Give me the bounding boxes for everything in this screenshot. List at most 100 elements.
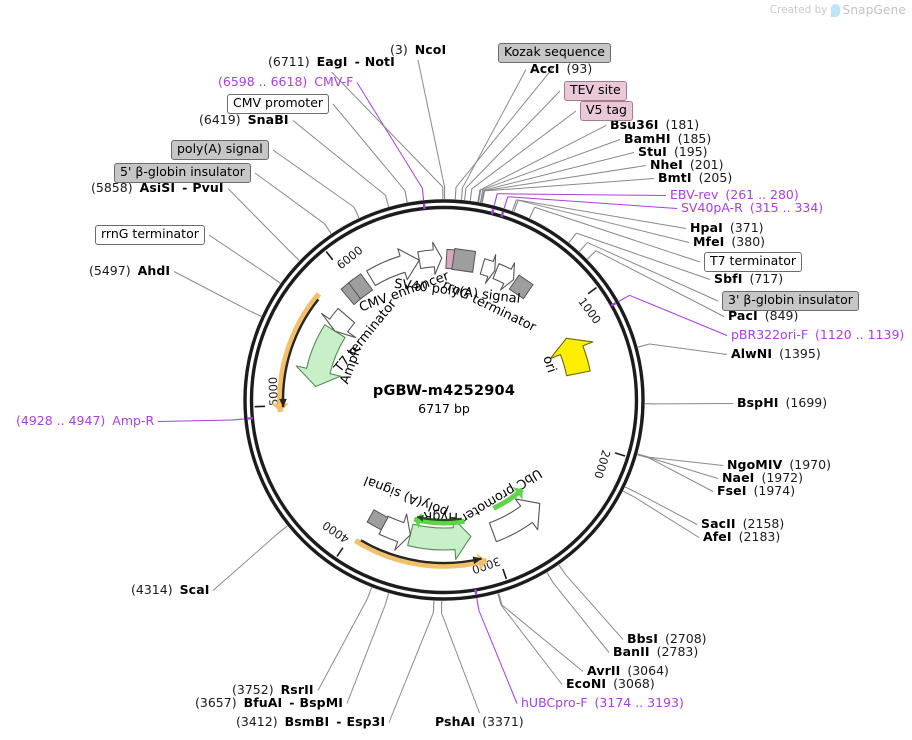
leader-line xyxy=(565,574,624,640)
enzyme-name: AhdI xyxy=(137,263,171,278)
leader-line xyxy=(484,178,655,192)
enzyme-name: BbsI xyxy=(627,631,658,646)
site-position: (1395) xyxy=(779,346,821,361)
restriction-site-label-snabi: (6419) SnaBI xyxy=(199,113,289,127)
transcript-arrowhead xyxy=(512,487,523,500)
restriction-site-label-bamhi: BamHI (185) xyxy=(624,131,711,146)
leader-line xyxy=(576,232,711,280)
site-tick xyxy=(384,195,390,207)
leader-line xyxy=(552,582,610,653)
site-tick xyxy=(529,207,536,219)
primer-range: (315 .. 334) xyxy=(749,200,824,215)
snapgene-logo-icon xyxy=(830,3,840,17)
restriction-site-label-acci: AccI (93) xyxy=(530,61,592,76)
feature-box-tev-site: TEV site xyxy=(564,81,627,101)
enzyme-name: BspHI xyxy=(737,395,779,410)
leader-line xyxy=(272,149,355,208)
transcript-arrowhead xyxy=(417,514,424,522)
ruler-tick-label: 2000 xyxy=(591,448,613,480)
primer-label-sv40pa-r: SV40pA-R (315 .. 334) xyxy=(681,200,824,215)
plasmid-name: pGBW-m4252904 xyxy=(372,383,516,399)
feature-box-5-beta-globin-insulator: 5' β-globin insulator xyxy=(114,163,251,183)
enzyme-name: AsiSI xyxy=(139,180,176,195)
restriction-site-label-eagi: (6711) EagI - NotI xyxy=(268,54,395,69)
transcript-arc xyxy=(277,292,322,413)
leader-line xyxy=(157,419,232,422)
site-tick xyxy=(277,525,288,534)
restriction-site-label-avrii: AvrII (3064) xyxy=(587,663,669,678)
leader-line xyxy=(462,69,527,189)
enzyme-name: FseI xyxy=(717,483,747,498)
feature-arrow xyxy=(366,248,420,287)
leader-line xyxy=(480,139,621,191)
site-position: (195) xyxy=(673,144,708,159)
enzyme-name: BamHI xyxy=(624,131,671,146)
leader-line xyxy=(649,343,728,355)
leader-line xyxy=(483,165,647,192)
enzyme-name: MfeI xyxy=(693,234,725,249)
primer-marks xyxy=(247,203,617,595)
site-position: (1972) xyxy=(761,470,804,485)
restriction-site-label-bmti: BmtI (205) xyxy=(658,170,732,185)
restriction-site-label-paci: PacI (849) xyxy=(728,309,798,323)
enzyme-name: AccI xyxy=(530,61,560,76)
leader-line xyxy=(465,90,561,189)
primer-range: (1120 .. 1139) xyxy=(815,327,905,342)
leader-line xyxy=(516,199,687,229)
primer-range: (6598 .. 6618) xyxy=(218,74,308,89)
ruler-tick xyxy=(587,286,597,295)
leader-line xyxy=(254,172,325,225)
plasmid-backbone xyxy=(243,199,645,601)
restriction-site-label-bfuai: (3657) BfuAI - BspMI xyxy=(195,695,343,710)
site-position: (3412) xyxy=(236,714,278,729)
feature-box-t7-terminator-right: T7 terminator xyxy=(704,252,802,272)
leader-line xyxy=(501,604,584,672)
primer-name: hUBCpro-F xyxy=(521,695,588,710)
leader-line xyxy=(534,206,701,263)
ruler-tick-label: 6000 xyxy=(334,243,366,272)
restriction-site-label-ngomiv: NgoMIV (1970) xyxy=(727,458,831,472)
primer-label-amp-r: (4928 .. 4947) Amp-R xyxy=(16,413,154,428)
primer-label-hubcpro-f: hUBCpro-F (3174 .. 3193) xyxy=(521,695,684,710)
primer-label-pbr322ori-f: pBR322ori-F (1120 .. 1139) xyxy=(731,327,905,342)
leader-line xyxy=(587,242,719,302)
feature-arrow xyxy=(479,254,497,284)
site-position: (5858) xyxy=(91,180,133,195)
site-tick xyxy=(511,199,517,212)
feature-box-3-beta-globin-insulator: 3' β-globin insulator xyxy=(722,291,859,311)
site-tick xyxy=(481,190,486,203)
site-position: (2183) xyxy=(738,529,781,544)
leader-line xyxy=(388,612,434,723)
enzyme-name: BmtI xyxy=(658,170,692,185)
site-position: (2708) xyxy=(664,631,707,646)
site-tick xyxy=(353,206,360,219)
leader-line xyxy=(500,604,563,685)
enzyme-name: SbfI xyxy=(714,271,743,286)
primer-label-cmv-f: (6598 .. 6618) CMV-F xyxy=(218,74,353,89)
restriction-site-label-afei: AfeI (2183) xyxy=(703,529,781,544)
primer-range: (3174 .. 3193) xyxy=(594,695,684,710)
leader-line xyxy=(173,271,251,312)
site-position: (371) xyxy=(729,220,764,235)
transcript-arc xyxy=(353,538,488,569)
feature-arrow xyxy=(549,337,594,377)
primer-mark xyxy=(474,589,478,595)
enzyme-name: StuI xyxy=(638,144,667,159)
enzyme-name: BanII xyxy=(613,644,650,659)
feature-block xyxy=(366,509,389,531)
enzyme-name: ScaI xyxy=(179,582,210,597)
site-tick xyxy=(513,200,519,212)
leader-line xyxy=(479,125,607,191)
enzyme-name: HpaI xyxy=(690,220,723,235)
site-tick xyxy=(231,418,244,421)
enzyme-name: PshAI xyxy=(435,714,476,729)
restriction-site-label-bsphi: BspHI (1699) xyxy=(737,395,827,410)
leader-line xyxy=(507,196,678,209)
primer-range: (4928 .. 4947) xyxy=(16,413,106,428)
leader-line xyxy=(471,110,577,190)
enzyme-name: AvrII xyxy=(587,663,621,678)
leader-line xyxy=(292,120,386,196)
site-position: (5497) xyxy=(89,263,131,278)
